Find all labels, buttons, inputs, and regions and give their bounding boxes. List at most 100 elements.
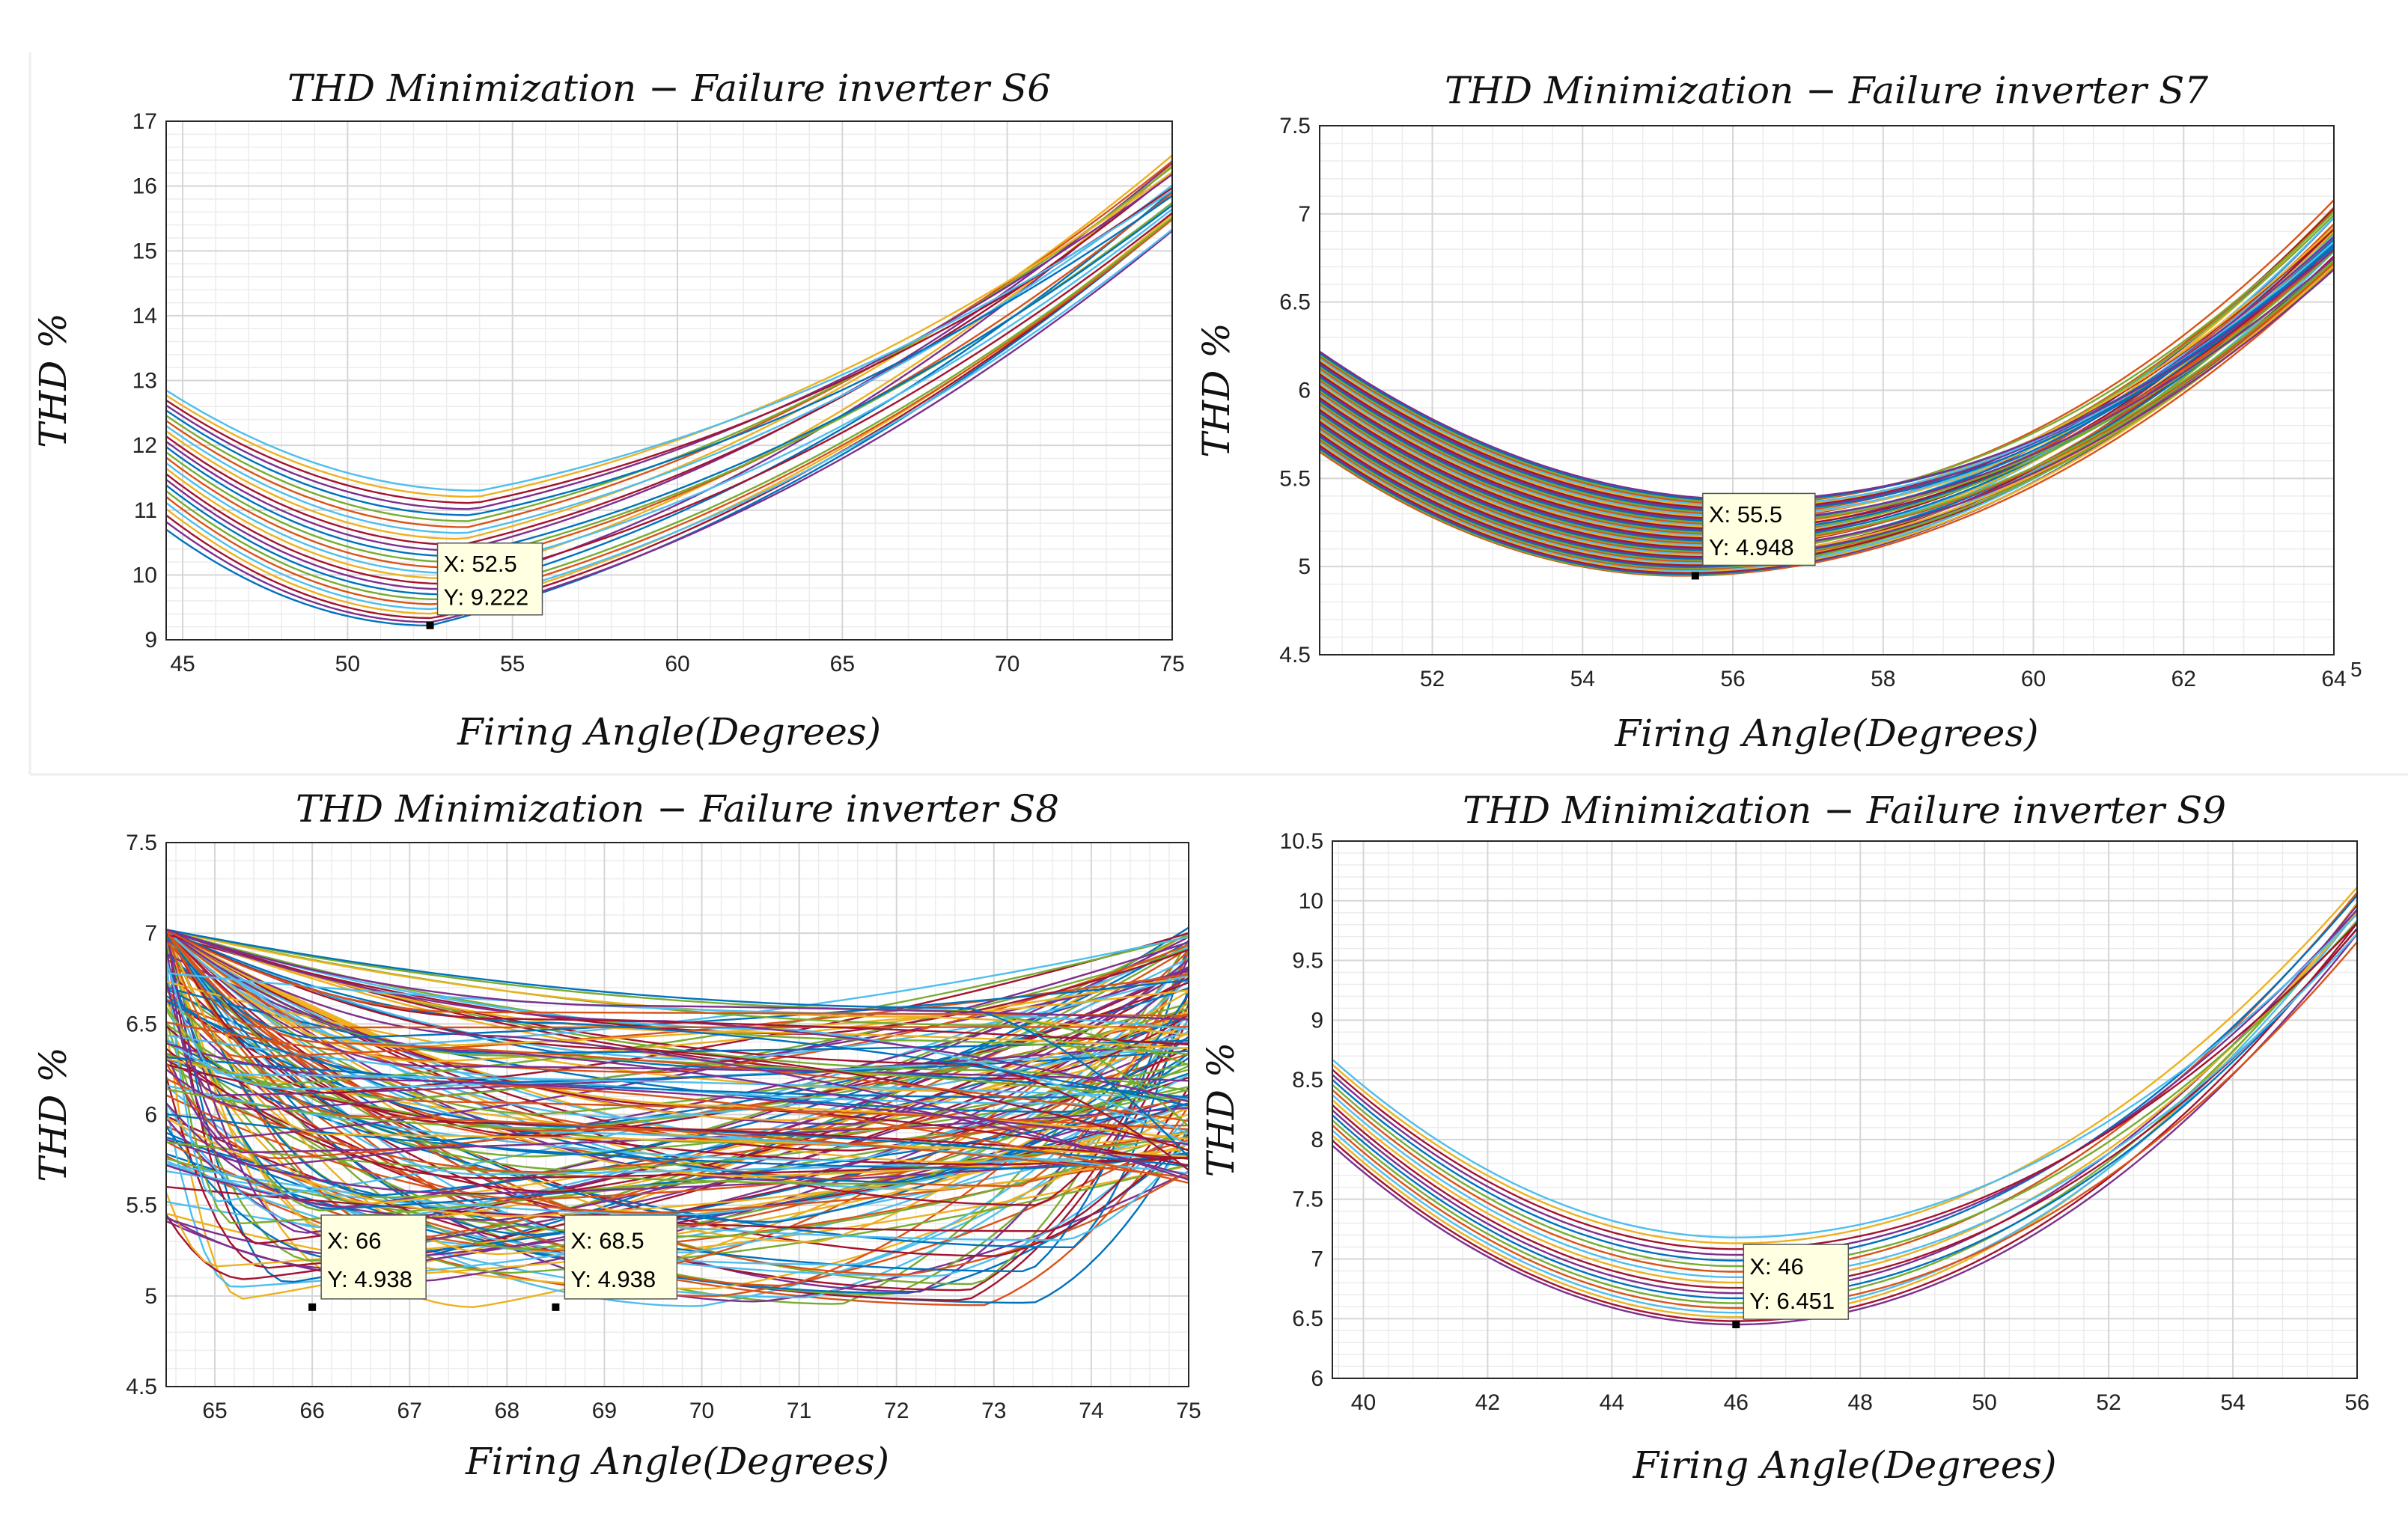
series-group xyxy=(165,154,1173,627)
y-tick-label: 6.5 xyxy=(1279,290,1311,315)
y-tick-label: 5 xyxy=(144,1284,157,1309)
y-tick-label: 4.5 xyxy=(126,1375,157,1399)
y-tick-label: 10 xyxy=(1299,889,1323,914)
y-tick-label: 9 xyxy=(144,628,157,653)
x-tick-label: 45 xyxy=(170,652,195,676)
chart-s8: 65 66 67 68 69 70 71 72 73 74 75 4.5 5 5.5 6 6.5 7 7.5 THD… xyxy=(31,787,1201,1483)
x-tick-label: 55 xyxy=(500,652,525,676)
y-tick-label: 9.5 xyxy=(1292,949,1323,974)
series-line xyxy=(165,164,1173,580)
x-tick-label: 52 xyxy=(1420,667,1445,691)
datatip-x-text: X: 68.5 xyxy=(570,1228,644,1254)
series-line xyxy=(165,971,1189,1030)
datatip[interactable]: X: 52.5 Y: 9.222 xyxy=(426,543,543,629)
series-line xyxy=(165,929,1189,1140)
chart-title: THD Minimization − Failure inverter S6 xyxy=(287,67,1051,110)
series-line xyxy=(1319,267,2335,577)
datatip-box xyxy=(564,1214,678,1300)
datatip-marker xyxy=(1691,572,1699,580)
series-line xyxy=(165,929,1189,1181)
series-line xyxy=(165,217,1173,620)
chart-s6: 45 50 55 60 65 70 75 9 10 11 12 13 14 15 16 17 THD Minim… xyxy=(31,67,1185,754)
datatip[interactable]: X: 66 Y: 4.938 xyxy=(308,1214,427,1311)
tick-labels: 45 50 55 60 65 70 75 9 10 11 12 13 14 15 16 17 xyxy=(132,109,1185,676)
y-tick-label: 7 xyxy=(1311,1247,1323,1271)
datatip-marker xyxy=(426,621,434,629)
x-tick-label: 58 xyxy=(1871,667,1895,691)
series-line xyxy=(165,228,1173,611)
y-tick-label: 6 xyxy=(144,1103,157,1128)
datatip-y-text: Y: 6.451 xyxy=(1749,1288,1835,1314)
chart-title: THD Minimization − Failure inverter S9 xyxy=(1463,789,2226,832)
x-tick-label: 75 xyxy=(1159,652,1184,676)
series-line xyxy=(1319,262,2335,545)
series-line xyxy=(1319,248,2335,525)
y-tick-label: 14 xyxy=(132,304,157,328)
x-tick-label: 70 xyxy=(689,1399,714,1423)
series-line xyxy=(165,929,1189,1021)
y-tick-label: 8 xyxy=(1311,1128,1323,1152)
chart-title: THD Minimization − Failure inverter S8 xyxy=(296,787,1059,831)
x-tick-label: 68 xyxy=(495,1399,519,1423)
series-line xyxy=(165,929,1189,1158)
series-line xyxy=(1319,266,2335,561)
datatip[interactable]: X: 46 Y: 6.451 xyxy=(1732,1244,1850,1329)
y-tick-label: 15 xyxy=(132,239,157,263)
series-line xyxy=(165,218,1173,605)
series-line xyxy=(165,160,1173,528)
series-line xyxy=(1319,236,2335,511)
series-line xyxy=(165,1007,1189,1130)
y-axis-label: THD % xyxy=(1199,1042,1243,1177)
series-line xyxy=(1319,226,2335,508)
x-tick-label: 54 xyxy=(2220,1390,2245,1415)
series-line xyxy=(165,986,1190,1113)
series-line xyxy=(165,1113,1189,1170)
series-line xyxy=(1319,210,2335,516)
series-line xyxy=(165,929,1189,1131)
x-tick-label: 54 xyxy=(1570,667,1595,691)
series-line xyxy=(165,994,1189,1167)
y-tick-label: 4.5 xyxy=(1279,643,1311,667)
series-line xyxy=(165,1000,1189,1084)
x-axis-label: Firing Angle(Degrees) xyxy=(1614,712,2038,755)
series-line xyxy=(165,929,1189,1176)
y-tick-label: 5 xyxy=(1298,554,1311,579)
tick-labels: 65 66 67 68 69 70 71 72 73 74 75 4.5 5 5.5 6 6.5 7 7.5 xyxy=(126,831,1201,1423)
series-line xyxy=(1319,199,2335,505)
series-line xyxy=(165,929,1189,1066)
series-line xyxy=(165,929,1189,1017)
y-tick-label: 7 xyxy=(1298,202,1311,227)
series-line xyxy=(1332,913,2358,1238)
x-tick-label: 62 xyxy=(2171,667,2196,691)
chart-s9: 40 42 44 46 48 50 52 54 56 6 6.5 7 7.5 8 8.5 9 9.5 10 10.5… xyxy=(1199,789,2370,1487)
y-tick-label: 13 xyxy=(132,369,157,394)
series-line xyxy=(1319,244,2335,513)
series-line xyxy=(1319,245,2335,502)
y-tick-label: 5.5 xyxy=(1279,466,1311,491)
axes-frame xyxy=(1319,125,2335,655)
datatip-marker xyxy=(552,1303,560,1311)
datatip-x-text: X: 52.5 xyxy=(444,551,517,577)
series-line xyxy=(165,1054,1189,1144)
y-tick-label: 12 xyxy=(132,433,157,458)
datatip[interactable]: X: 55.5 Y: 4.948 xyxy=(1691,492,1816,580)
series-line xyxy=(165,171,1173,498)
y-tick-label: 6.5 xyxy=(1292,1307,1323,1331)
datatip[interactable]: X: 68.5 Y: 4.938 xyxy=(552,1214,678,1311)
chart-s7: 52 54 56 58 60 62 64 4.5 5 5.5 6 6.5 7 7.5 THD Minimiz… xyxy=(1195,69,2347,755)
series-line xyxy=(1319,269,2335,550)
x-tick-label: 50 xyxy=(335,652,360,676)
series-line xyxy=(165,929,1189,1063)
series-line xyxy=(165,959,1189,1100)
series-line xyxy=(165,184,1173,534)
series-line xyxy=(165,929,1189,1184)
datatip-box xyxy=(436,543,543,616)
x-tick-label: 70 xyxy=(995,652,1019,676)
series-line xyxy=(165,208,1173,574)
x-tick-label: 52 xyxy=(2096,1390,2121,1415)
series-line xyxy=(165,212,1173,585)
y-axis-label: THD % xyxy=(1195,323,1238,457)
x-tick-label: 72 xyxy=(884,1399,909,1423)
x-tick-label: 56 xyxy=(2344,1390,2369,1415)
x-tick-label: 44 xyxy=(1600,1390,1624,1415)
